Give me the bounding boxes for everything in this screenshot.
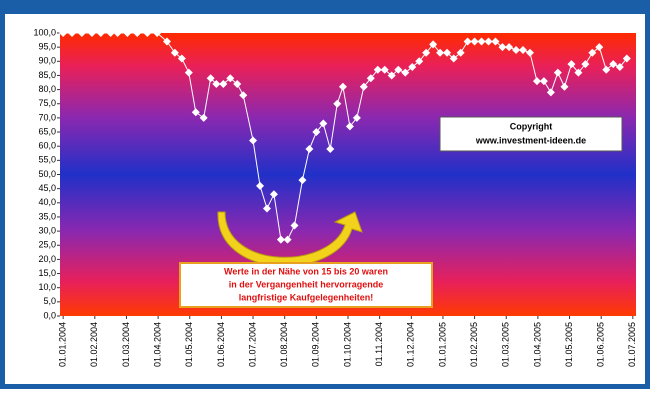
- x-tick-label: 01.05.2005: [564, 322, 574, 367]
- x-tick-label: 01.01.2005: [437, 322, 447, 367]
- y-tick-label: 5,0: [43, 296, 56, 306]
- y-tick-label: 75,0: [38, 98, 56, 108]
- y-tick-label: 100,0: [33, 27, 56, 37]
- x-tick-label: 01.04.2005: [532, 322, 542, 367]
- y-tick-label: 95,0: [38, 42, 56, 52]
- x-tick-label: 01.06.2004: [216, 322, 226, 367]
- x-tick-label: 01.02.2005: [469, 322, 479, 367]
- y-tick-label: 25,0: [38, 240, 56, 250]
- x-tick-label: 01.03.2004: [121, 322, 131, 367]
- x-tick-label: 01.06.2005: [596, 322, 606, 367]
- annotation-text: Werte in der Nähe von 15 bis 20 waren: [224, 266, 388, 276]
- x-tick-label: 01.11.2004: [374, 322, 384, 366]
- y-tick-label: 15,0: [38, 268, 56, 278]
- page: 0,0 5,0 10,0 15,0 20,0 25,0 30,0 35,0 40,0 45,0 50…: [0, 0, 650, 394]
- annotation-text: langfristige Kaufgelegenheiten!: [239, 292, 374, 302]
- y-tick-label: 70,0: [38, 112, 56, 122]
- y-tick-label: 85,0: [38, 70, 56, 80]
- x-tick-label: 01.01.2004: [58, 322, 68, 367]
- chart: 0,0 5,0 10,0 15,0 20,0 25,0 30,0 35,0 40,0 45,0 50…: [0, 0, 650, 389]
- x-tick-label: 01.05.2004: [184, 322, 194, 367]
- y-tick-label: 35,0: [38, 211, 56, 221]
- x-tick-label: 01.09.2004: [311, 322, 321, 367]
- y-tick-label: 50,0: [38, 169, 56, 179]
- y-tick-label: 45,0: [38, 183, 56, 193]
- x-tick-label: 01.12.2004: [406, 322, 416, 367]
- y-tick-label: 20,0: [38, 254, 56, 264]
- y-tick-label: 90,0: [38, 56, 56, 66]
- copyright-text: www.investment-ideen.de: [475, 135, 586, 145]
- y-tick-label: 65,0: [38, 126, 56, 136]
- y-tick-label: 30,0: [38, 225, 56, 235]
- y-tick-label: 0,0: [43, 310, 56, 320]
- x-tick-label: 01.07.2005: [627, 322, 637, 367]
- x-tick-label: 01.10.2004: [342, 322, 352, 367]
- x-tick-label: 01.07.2004: [247, 322, 257, 367]
- x-tick-label: 01.04.2004: [152, 322, 162, 367]
- y-tick-label: 55,0: [38, 155, 56, 165]
- y-tick-label: 80,0: [38, 84, 56, 94]
- copyright-text: Copyright: [510, 121, 553, 131]
- x-tick-label: 01.03.2005: [501, 322, 511, 367]
- y-tick-label: 10,0: [38, 282, 56, 292]
- y-tick-label: 60,0: [38, 141, 56, 151]
- annotation-text: in der Vergangenheit hervorragende: [229, 279, 384, 289]
- y-tick-label: 40,0: [38, 197, 56, 207]
- x-tick-label: 01.08.2004: [279, 322, 289, 367]
- x-tick-label: 01.02.2004: [89, 322, 99, 367]
